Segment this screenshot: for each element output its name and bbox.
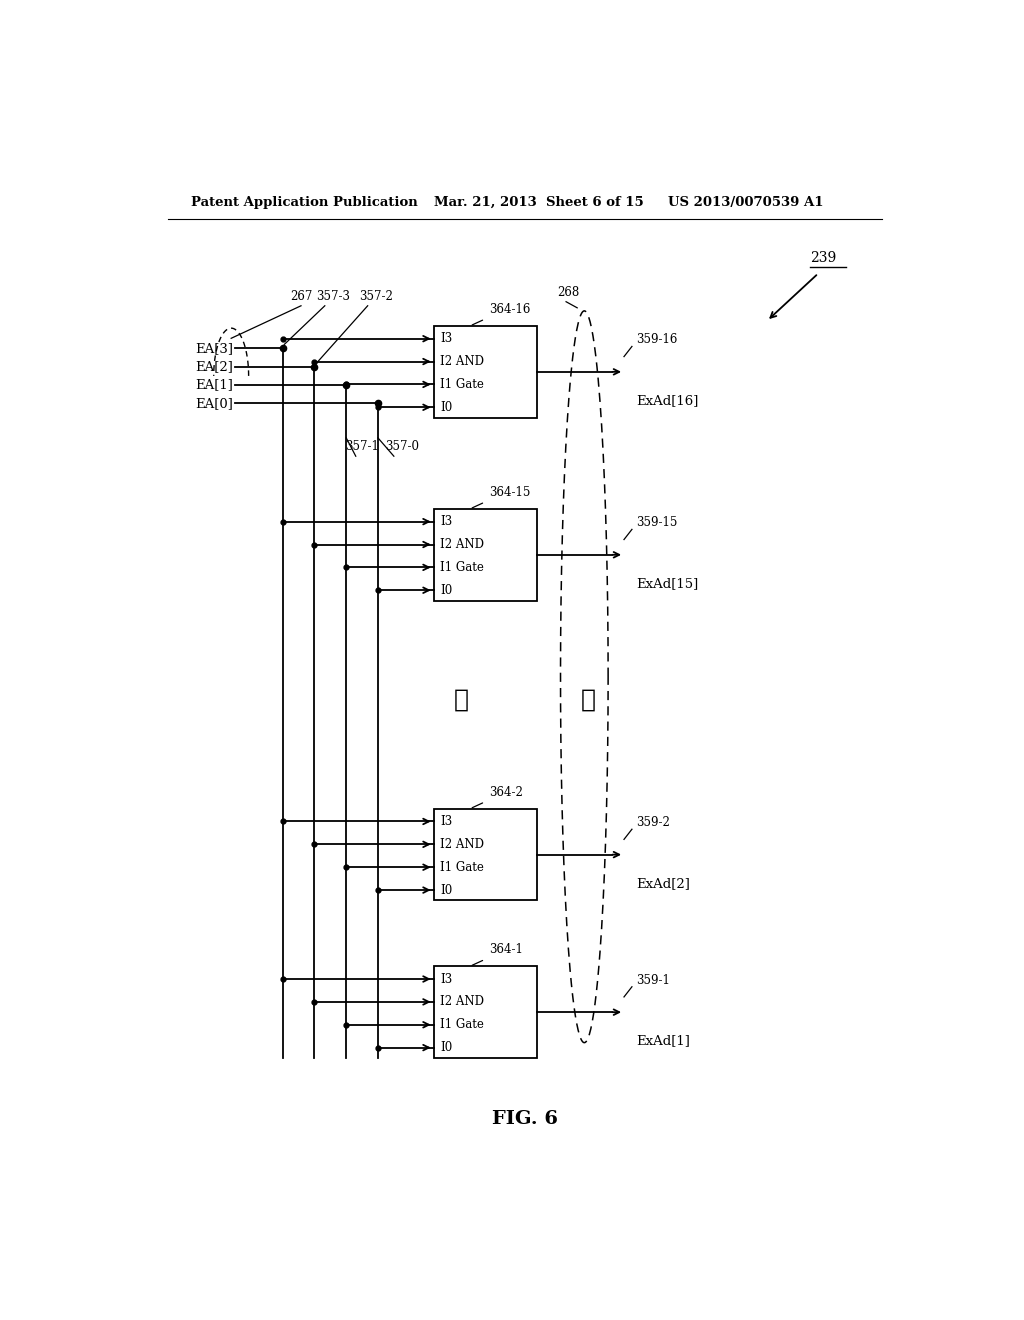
Text: Mar. 21, 2013  Sheet 6 of 15: Mar. 21, 2013 Sheet 6 of 15 bbox=[433, 195, 643, 209]
Text: 357-2: 357-2 bbox=[358, 289, 392, 302]
Text: I2 AND: I2 AND bbox=[440, 995, 484, 1008]
Text: I3: I3 bbox=[440, 333, 453, 346]
Bar bbox=[433, 326, 537, 417]
Text: I0: I0 bbox=[440, 883, 453, 896]
Text: I1 Gate: I1 Gate bbox=[440, 561, 483, 574]
Text: I1 Gate: I1 Gate bbox=[440, 861, 483, 874]
Text: I2 AND: I2 AND bbox=[440, 838, 484, 851]
Text: FIG. 6: FIG. 6 bbox=[492, 1110, 558, 1127]
Bar bbox=[433, 809, 537, 900]
Text: ⋮: ⋮ bbox=[581, 688, 596, 711]
Text: 359-16: 359-16 bbox=[636, 334, 677, 346]
Text: EA[3]: EA[3] bbox=[196, 342, 233, 355]
Text: I1 Gate: I1 Gate bbox=[440, 378, 483, 391]
Text: 364-15: 364-15 bbox=[489, 486, 530, 499]
Text: EA[1]: EA[1] bbox=[196, 379, 233, 392]
Text: I2 AND: I2 AND bbox=[440, 355, 484, 368]
Text: ExAd[15]: ExAd[15] bbox=[636, 577, 698, 590]
Text: 359-15: 359-15 bbox=[636, 516, 677, 529]
Text: I1 Gate: I1 Gate bbox=[440, 1018, 483, 1031]
Text: ExAd[2]: ExAd[2] bbox=[636, 876, 690, 890]
Text: Patent Application Publication: Patent Application Publication bbox=[191, 195, 418, 209]
Text: 268: 268 bbox=[557, 285, 580, 298]
Text: EA[0]: EA[0] bbox=[196, 397, 233, 409]
Text: 357-1: 357-1 bbox=[345, 440, 379, 453]
Text: I3: I3 bbox=[440, 515, 453, 528]
Text: 364-1: 364-1 bbox=[489, 944, 523, 956]
Text: 357-0: 357-0 bbox=[385, 440, 419, 453]
Text: I3: I3 bbox=[440, 814, 453, 828]
Bar bbox=[433, 510, 537, 601]
Text: ExAd[1]: ExAd[1] bbox=[636, 1035, 690, 1048]
Text: ExAd[16]: ExAd[16] bbox=[636, 395, 698, 407]
Text: I0: I0 bbox=[440, 1041, 453, 1055]
Text: I3: I3 bbox=[440, 973, 453, 986]
Text: 267: 267 bbox=[290, 289, 312, 302]
Text: 359-2: 359-2 bbox=[636, 816, 670, 829]
Text: 239: 239 bbox=[811, 251, 837, 265]
Text: 364-16: 364-16 bbox=[489, 304, 530, 315]
Bar bbox=[433, 966, 537, 1057]
Text: ⋮: ⋮ bbox=[454, 688, 469, 711]
Text: I0: I0 bbox=[440, 583, 453, 597]
Text: 364-2: 364-2 bbox=[489, 785, 523, 799]
Text: I0: I0 bbox=[440, 401, 453, 413]
Text: US 2013/0070539 A1: US 2013/0070539 A1 bbox=[668, 195, 823, 209]
Text: 359-1: 359-1 bbox=[636, 974, 670, 987]
Text: EA[2]: EA[2] bbox=[196, 360, 233, 374]
Text: I2 AND: I2 AND bbox=[440, 539, 484, 550]
Text: 357-3: 357-3 bbox=[315, 289, 350, 302]
